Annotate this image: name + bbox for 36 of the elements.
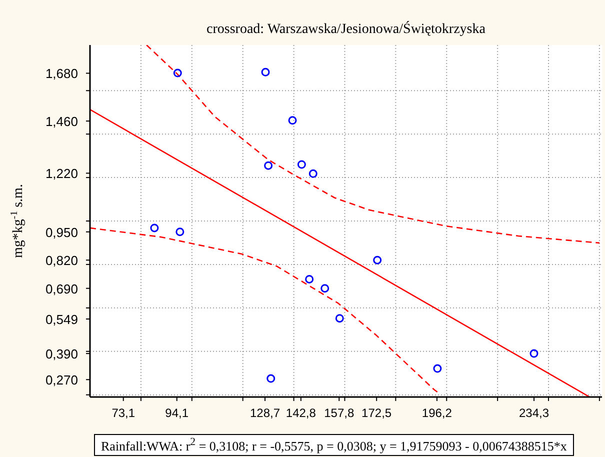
- x-tick-label: 172,5: [362, 406, 392, 420]
- point: [261, 68, 270, 76]
- point: [530, 349, 538, 358]
- point: [264, 161, 273, 170]
- line-series: [90, 227, 440, 394]
- y-tick-label: 0,690: [45, 281, 78, 296]
- x-tick-label: 234,3: [518, 406, 550, 420]
- point: [176, 228, 184, 236]
- point: [320, 284, 330, 293]
- y-tick-label: 0,270: [45, 372, 78, 388]
- chart-title: crossroad: Warszawska/Jesionowa/Świętokrzyska: [206, 22, 486, 38]
- point: [305, 274, 314, 284]
- y-tick-label: 1,460: [45, 114, 78, 130]
- y-tick-label: 0,549: [45, 312, 78, 327]
- point: [266, 374, 276, 383]
- text: Rainfall:WWA: r$^{2}$ = 0,3108; r = -0,5575, p = 0,0308; y = 1,91759093 - 0,00674388515*x: [94, 434, 574, 456]
- y-tick-label: 0,390: [45, 346, 78, 362]
- y-tick-label: 0,950: [45, 224, 78, 240]
- point: [173, 68, 182, 78]
- x-tick-label: 94,1: [165, 406, 189, 420]
- line-series: [146, 45, 600, 244]
- point: [150, 224, 159, 232]
- x-tick-label: 73,1: [112, 406, 136, 420]
- y-tick-label: 0,820: [45, 253, 78, 268]
- x-tick-label: 157,8: [324, 406, 354, 420]
- point: [373, 256, 382, 264]
- x-tick-label: 196,2: [422, 406, 452, 420]
- point: [335, 314, 344, 323]
- x-tick-label: 128,7: [250, 406, 280, 420]
- point: [308, 169, 318, 178]
- point: [288, 116, 297, 125]
- x-tick-label: 142,8: [286, 406, 316, 420]
- point: [433, 364, 442, 373]
- y-tick-label: 1,680: [45, 66, 78, 82]
- y-tick-label: 1,220: [45, 166, 78, 182]
- point: [297, 160, 306, 169]
